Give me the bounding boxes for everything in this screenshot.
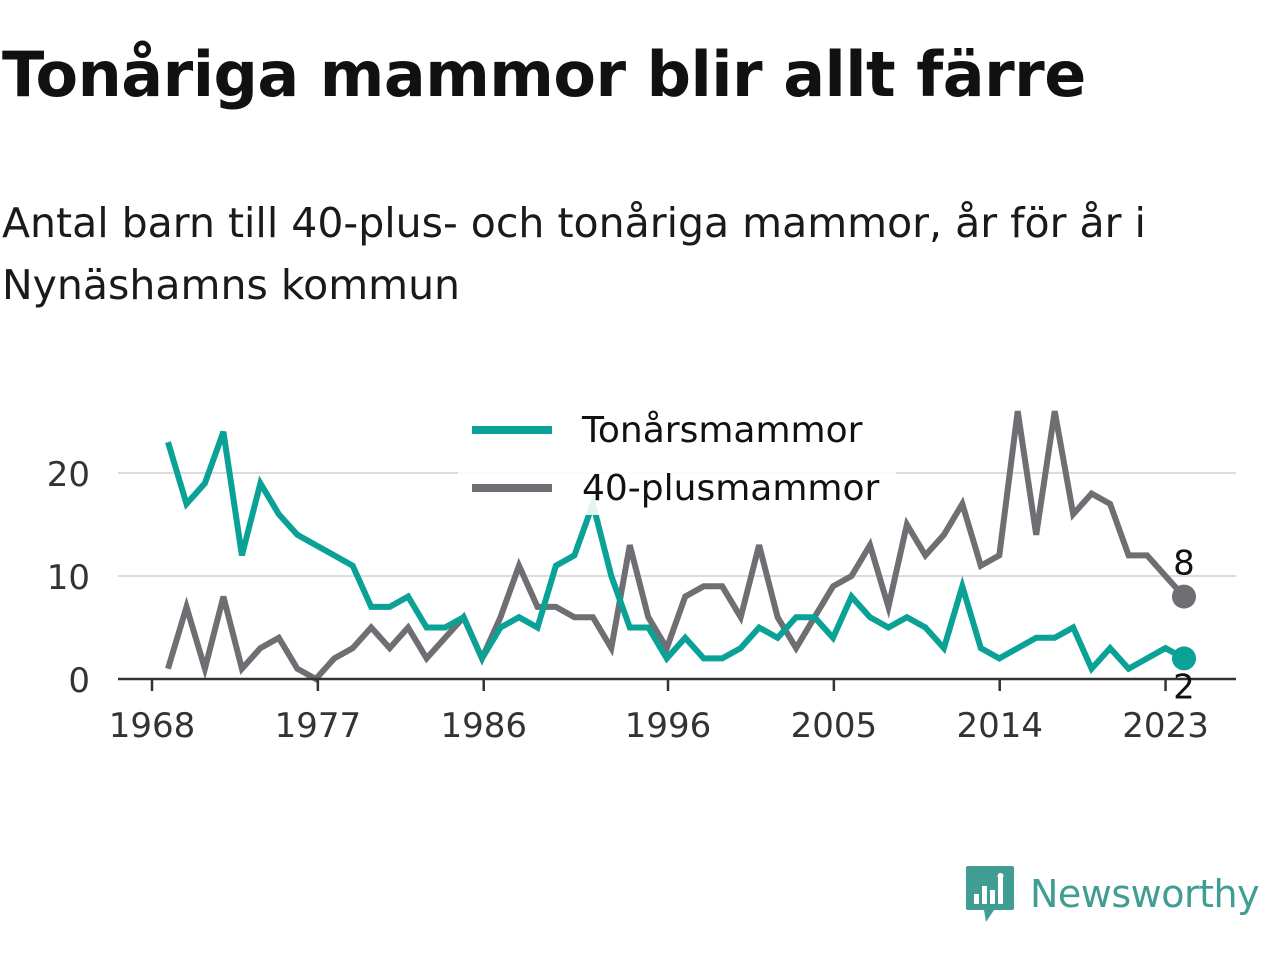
series-end-marker [1172,646,1196,671]
x-tick-label: 1977 [275,706,362,746]
axes: 0 10 20 1968 1977 1986 1996 2005 2014 2023 [47,455,1236,746]
x-tick-label: 2005 [791,706,878,746]
y-tick-label: 10 [47,558,90,598]
x-tick-label: 2023 [1122,706,1209,746]
end-labels: 82 [1173,544,1195,708]
y-tick-label: 20 [47,455,90,495]
x-tick-label: 1996 [625,706,712,746]
end-value-label: 8 [1173,544,1195,584]
series-line-40-plusmammor [165,410,1187,683]
chart-subtitle: Antal barn till 40-plus- och tonåriga ma… [2,199,1146,309]
y-tick-label: 0 [68,661,90,701]
x-tick-label: 2014 [956,706,1043,746]
series-line-tonarsmammor [165,430,1186,675]
series-end-marker [1172,584,1196,609]
chart-title: Tonåriga mammor blir allt färre [2,38,1086,111]
legend: Tonårsmammor 40-plusmammor [458,405,896,515]
newsworthy-logo-icon [966,866,1014,922]
legend-label: Tonårsmammor [581,410,863,451]
x-tick-label: 1968 [109,706,196,746]
x-tick-label: 1986 [440,706,527,746]
brand-logo: Newsworthy [964,864,1260,924]
brand-name: Newsworthy [1030,872,1260,916]
end-value-label: 2 [1173,667,1195,707]
series-lines [165,410,1196,683]
legend-label: 40-plusmammor [582,468,880,509]
legend-background [458,405,896,515]
